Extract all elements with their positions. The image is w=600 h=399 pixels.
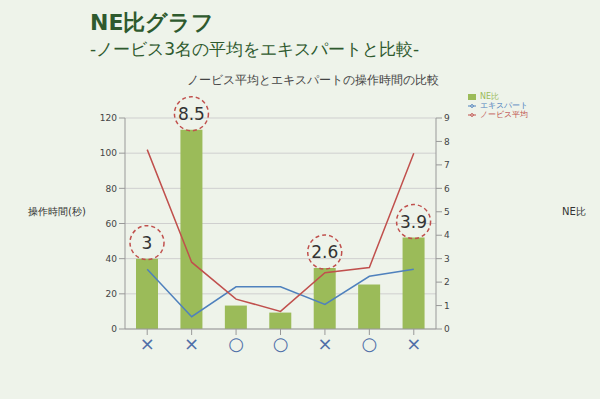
html-text:NE比: NE比	[562, 206, 586, 217]
svg-text:40: 40	[106, 254, 118, 264]
svg-text:80: 80	[106, 184, 118, 194]
svg-text:5: 5	[444, 207, 450, 217]
svg-text:120: 120	[100, 113, 117, 123]
html-text:ノービス平均とエキスパートの操作時間の比較: ノービス平均とエキスパートの操作時間の比較	[186, 73, 439, 87]
html-text:-ノービス3名の平均をエキスパートと比較-: -ノービス3名の平均をエキスパートと比較-	[90, 39, 420, 59]
html-text:操作時間(秒): 操作時間(秒)	[28, 206, 86, 217]
svg-text:○: ○	[273, 333, 289, 354]
svg-text:0: 0	[444, 324, 450, 334]
html-text:NE比: NE比	[480, 92, 499, 101]
svg-text:8.5: 8.5	[178, 104, 205, 124]
svg-text:○: ○	[228, 333, 244, 354]
svg-text:×: ×	[184, 333, 199, 354]
svg-text:60: 60	[106, 219, 118, 229]
svg-text:8: 8	[444, 137, 450, 147]
svg-text:7: 7	[444, 160, 450, 170]
svg-text:3: 3	[444, 254, 450, 264]
svg-text:○: ○	[361, 333, 377, 354]
svg-text:3: 3	[142, 233, 153, 253]
svg-text:3.9: 3.9	[400, 212, 427, 232]
svg-text:2.6: 2.6	[311, 242, 338, 262]
svg-text:1: 1	[444, 301, 450, 311]
svg-text:20: 20	[106, 289, 118, 299]
svg-text:2: 2	[444, 277, 450, 287]
svg-text:100: 100	[100, 148, 117, 158]
svg-text:×: ×	[317, 333, 332, 354]
html-text:ノービス平均: ノービス平均	[480, 110, 528, 119]
svg-text:6: 6	[444, 184, 450, 194]
svg-text:×: ×	[140, 333, 155, 354]
svg-text:×: ×	[406, 333, 421, 354]
svg-text:0: 0	[111, 324, 117, 334]
html-text:NE比グラフ: NE比グラフ	[90, 10, 215, 35]
html-text:エキスパート: エキスパート	[480, 101, 528, 110]
svg-text:4: 4	[444, 230, 450, 240]
svg-text:9: 9	[444, 113, 450, 123]
